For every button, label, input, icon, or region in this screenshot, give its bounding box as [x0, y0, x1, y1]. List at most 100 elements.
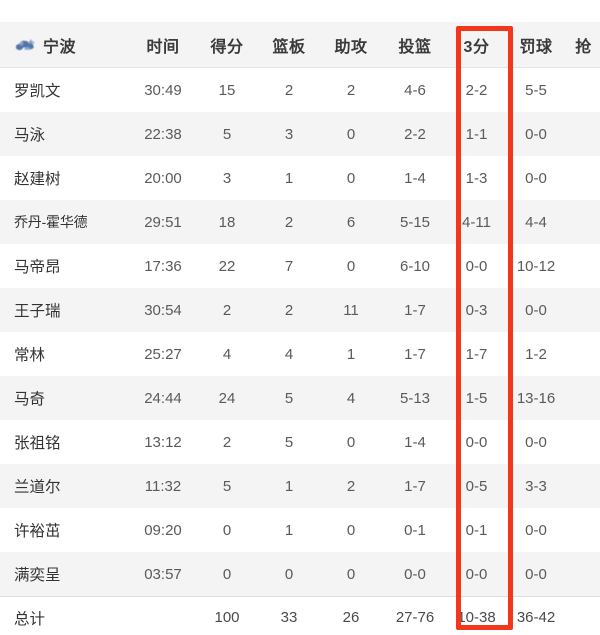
stat-three-pointers: 0-0 — [465, 565, 488, 583]
stat-rebounds: 0 — [284, 565, 294, 583]
stat-field-goals: 1-7 — [404, 301, 426, 319]
stat-field-goals: 4-6 — [404, 81, 426, 99]
stat-three-pointers: 0-3 — [465, 301, 488, 319]
player-name[interactable]: 马奇 — [14, 391, 46, 408]
stat-time: 03:57 — [144, 565, 182, 583]
player-name[interactable]: 兰道尔 — [14, 479, 61, 496]
table-row[interactable]: 张祖铭 13:12 2 5 0 1-4 0-0 0-0 — [0, 420, 600, 464]
player-name[interactable]: 马帝昂 — [14, 259, 61, 276]
stat-three-pointers: 1-7 — [465, 345, 488, 363]
stat-three-pointers: 0-1 — [465, 521, 488, 539]
total-three-pointers: 10-38 — [457, 609, 496, 626]
stat-assists: 4 — [346, 389, 356, 407]
column-header-assists[interactable]: 助攻 — [334, 38, 368, 56]
player-name[interactable]: 马泳 — [14, 127, 46, 144]
column-header-points[interactable]: 得分 — [210, 38, 244, 56]
table-row[interactable]: 罗凯文 30:49 15 2 2 4-6 2-2 5-5 — [0, 68, 600, 112]
stat-time: 29:51 — [144, 213, 182, 231]
stat-free-throws: 4-4 — [525, 213, 547, 231]
player-name[interactable]: 乔丹-霍华德 — [14, 214, 88, 230]
stat-points: 4 — [222, 345, 232, 363]
stat-free-throws: 0-0 — [525, 125, 547, 143]
stat-rebounds: 7 — [284, 257, 294, 275]
ningbo-team-logo-icon — [14, 35, 36, 55]
stat-assists: 0 — [346, 169, 356, 187]
stat-assists: 0 — [346, 125, 356, 143]
team-name-label: 宁波 — [43, 38, 77, 56]
stat-rebounds: 1 — [284, 169, 294, 187]
stat-three-pointers: 1-1 — [465, 125, 488, 143]
stat-free-throws: 1-2 — [525, 345, 547, 363]
column-header-free-throws[interactable]: 罚球 — [519, 38, 553, 56]
table-row[interactable]: 兰道尔 11:32 5 1 2 1-7 0-5 3-3 — [0, 464, 600, 508]
table-total-row: 总计 100 33 26 27-76 10-38 36-42 — [0, 596, 600, 635]
stat-rebounds: 5 — [284, 433, 294, 451]
stat-free-throws: 13-16 — [516, 389, 556, 407]
stat-time: 11:32 — [144, 477, 182, 495]
player-name[interactable]: 常林 — [14, 347, 46, 364]
table-row[interactable]: 马泳 22:38 5 3 0 2-2 1-1 0-0 — [0, 112, 600, 156]
table-row[interactable]: 马帝昂 17:36 22 7 0 6-10 0-0 10-12 — [0, 244, 600, 288]
stat-field-goals: 1-4 — [404, 433, 426, 451]
stat-three-pointers: 4-11 — [462, 213, 491, 231]
stat-free-throws: 3-3 — [525, 477, 547, 495]
column-header-steals-cutoff[interactable]: 抢 — [575, 38, 592, 56]
player-name[interactable]: 罗凯文 — [14, 83, 61, 100]
table-row[interactable]: 马奇 24:44 24 5 4 5-13 1-5 13-16 — [0, 376, 600, 420]
column-header-three-pointers[interactable]: 3分 — [463, 38, 490, 56]
column-header-rebounds[interactable]: 篮板 — [272, 38, 306, 56]
stat-time: 17:36 — [144, 257, 182, 275]
stat-points: 3 — [222, 169, 232, 187]
stat-field-goals: 1-7 — [404, 477, 426, 495]
total-free-throws: 36-42 — [516, 609, 556, 626]
stat-free-throws: 0-0 — [525, 301, 547, 319]
stat-assists: 1 — [346, 345, 356, 363]
stat-field-goals: 0-1 — [404, 521, 426, 539]
total-label: 总计 — [14, 610, 46, 628]
stat-free-throws: 0-0 — [525, 169, 547, 187]
stat-three-pointers: 2-2 — [465, 81, 488, 99]
player-name[interactable]: 赵建树 — [14, 171, 61, 188]
stat-assists: 6 — [346, 213, 356, 231]
stat-field-goals: 0-0 — [404, 565, 426, 583]
stat-free-throws: 10-12 — [516, 257, 556, 275]
total-assists: 26 — [342, 609, 360, 626]
stat-assists: 0 — [346, 521, 356, 539]
stat-time: 24:44 — [144, 389, 182, 407]
column-header-time[interactable]: 时间 — [146, 38, 180, 56]
stat-rebounds: 3 — [284, 125, 294, 143]
stat-three-pointers: 1-5 — [465, 389, 488, 407]
table-row[interactable]: 乔丹-霍华德 29:51 18 2 6 5-15 4-11 4-4 — [0, 200, 600, 244]
stat-three-pointers: 1-3 — [465, 169, 488, 187]
stat-points: 22 — [218, 257, 236, 275]
table-row[interactable]: 赵建树 20:00 3 1 0 1-4 1-3 0-0 — [0, 156, 600, 200]
stat-field-goals: 5-13 — [399, 389, 431, 407]
player-name[interactable]: 满奕呈 — [14, 567, 61, 584]
stat-rebounds: 2 — [284, 81, 294, 99]
player-name[interactable]: 张祖铭 — [14, 435, 61, 452]
table-row[interactable]: 常林 25:27 4 4 1 1-7 1-7 1-2 — [0, 332, 600, 376]
stat-assists: 0 — [346, 565, 356, 583]
player-name[interactable]: 许裕茁 — [14, 523, 61, 540]
stat-points: 24 — [218, 389, 236, 407]
stat-rebounds: 4 — [284, 345, 294, 363]
player-name[interactable]: 王子瑞 — [14, 303, 61, 320]
stat-points: 0 — [222, 565, 232, 583]
stat-field-goals: 1-4 — [404, 169, 426, 187]
stat-field-goals: 1-7 — [404, 345, 426, 363]
stat-points: 18 — [218, 213, 236, 231]
column-header-field-goals[interactable]: 投篮 — [398, 38, 432, 56]
total-field-goals: 27-76 — [395, 609, 435, 626]
stat-rebounds: 2 — [284, 213, 294, 231]
top-whitespace — [0, 0, 600, 22]
stat-free-throws: 5-5 — [525, 81, 547, 99]
stat-free-throws: 0-0 — [525, 521, 547, 539]
table-row[interactable]: 满奕呈 03:57 0 0 0 0-0 0-0 0-0 — [0, 552, 600, 596]
table-row[interactable]: 许裕茁 09:20 0 1 0 0-1 0-1 0-0 — [0, 508, 600, 552]
stat-free-throws: 0-0 — [525, 565, 547, 583]
stat-assists: 11 — [343, 301, 359, 319]
table-row[interactable]: 王子瑞 30:54 2 2 11 1-7 0-3 0-0 — [0, 288, 600, 332]
team-header-cell[interactable]: 宁波 — [0, 33, 130, 57]
stat-rebounds: 2 — [284, 301, 294, 319]
